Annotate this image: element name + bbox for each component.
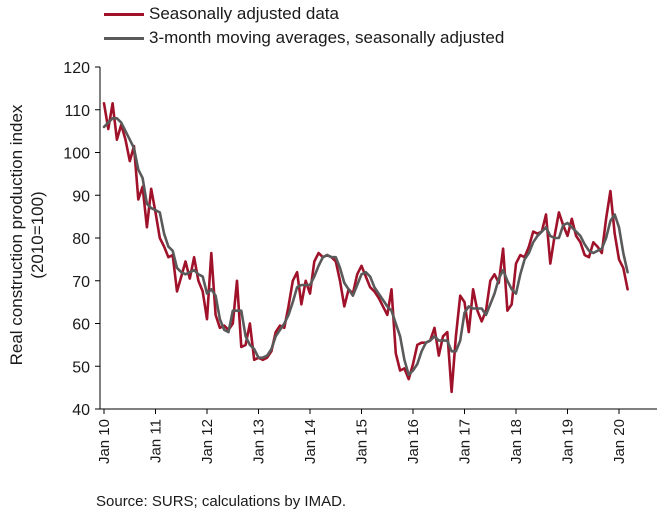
legend-swatch-red bbox=[104, 12, 144, 16]
y-tick-label: 40 bbox=[72, 402, 90, 419]
source-note: Source: SURS; calculations by IMAD. bbox=[96, 493, 347, 510]
legend-item-moving-average: 3-month moving averages, seasonally adju… bbox=[104, 26, 504, 50]
x-tick-label: Jan 18 bbox=[508, 419, 525, 464]
legend-item-seasonally-adjusted: Seasonally adjusted data bbox=[104, 2, 504, 26]
x-axis-ticks: Jan 10 Jan 11 Jan 12 Jan 13 Jan 14 Jan 15 Jan … bbox=[96, 409, 628, 464]
legend-swatch-grey bbox=[104, 36, 144, 40]
y-tick-label: 100 bbox=[63, 146, 90, 163]
legend-label-moving-average: 3-month moving averages, seasonally adju… bbox=[149, 28, 505, 47]
series-seasonally-adjusted-line bbox=[102, 102, 629, 394]
y-tick-label: 90 bbox=[72, 188, 90, 205]
y-axis-label: Real construction production index (2010… bbox=[7, 104, 47, 365]
y-tick-label: 110 bbox=[64, 103, 90, 120]
y-tick-label: 70 bbox=[72, 274, 90, 291]
x-tick-label: Jan 10 bbox=[96, 419, 113, 464]
legend: Seasonally adjusted data 3-month moving … bbox=[104, 2, 504, 50]
legend-label-seasonally-adjusted: Seasonally adjusted data bbox=[149, 4, 339, 23]
x-tick-label: Jan 12 bbox=[199, 419, 216, 464]
x-tick-label: Jan 16 bbox=[405, 419, 422, 464]
series-layer bbox=[102, 102, 629, 394]
y-tick-label: 80 bbox=[72, 231, 90, 248]
y-tick-label: 50 bbox=[72, 359, 90, 376]
y-axis-label-line1: Real construction production index bbox=[7, 104, 26, 365]
x-tick-label: Jan 13 bbox=[251, 419, 268, 464]
x-tick-label: Jan 20 bbox=[611, 419, 628, 464]
y-tick-label: 120 bbox=[63, 60, 90, 77]
y-axis-label-line2: (2010=100) bbox=[28, 191, 47, 278]
x-tick-label: Jan 19 bbox=[560, 419, 577, 464]
x-tick-label: Jan 11 bbox=[148, 419, 165, 463]
x-tick-label: Jan 14 bbox=[302, 419, 319, 464]
x-tick-label: Jan 17 bbox=[457, 419, 474, 464]
y-tick-label: 60 bbox=[72, 317, 90, 334]
x-tick-label: Jan 15 bbox=[354, 419, 371, 464]
series-moving-average-line bbox=[102, 117, 629, 377]
y-axis-ticks: 40 50 60 70 80 90 100 110 120 bbox=[63, 60, 100, 419]
